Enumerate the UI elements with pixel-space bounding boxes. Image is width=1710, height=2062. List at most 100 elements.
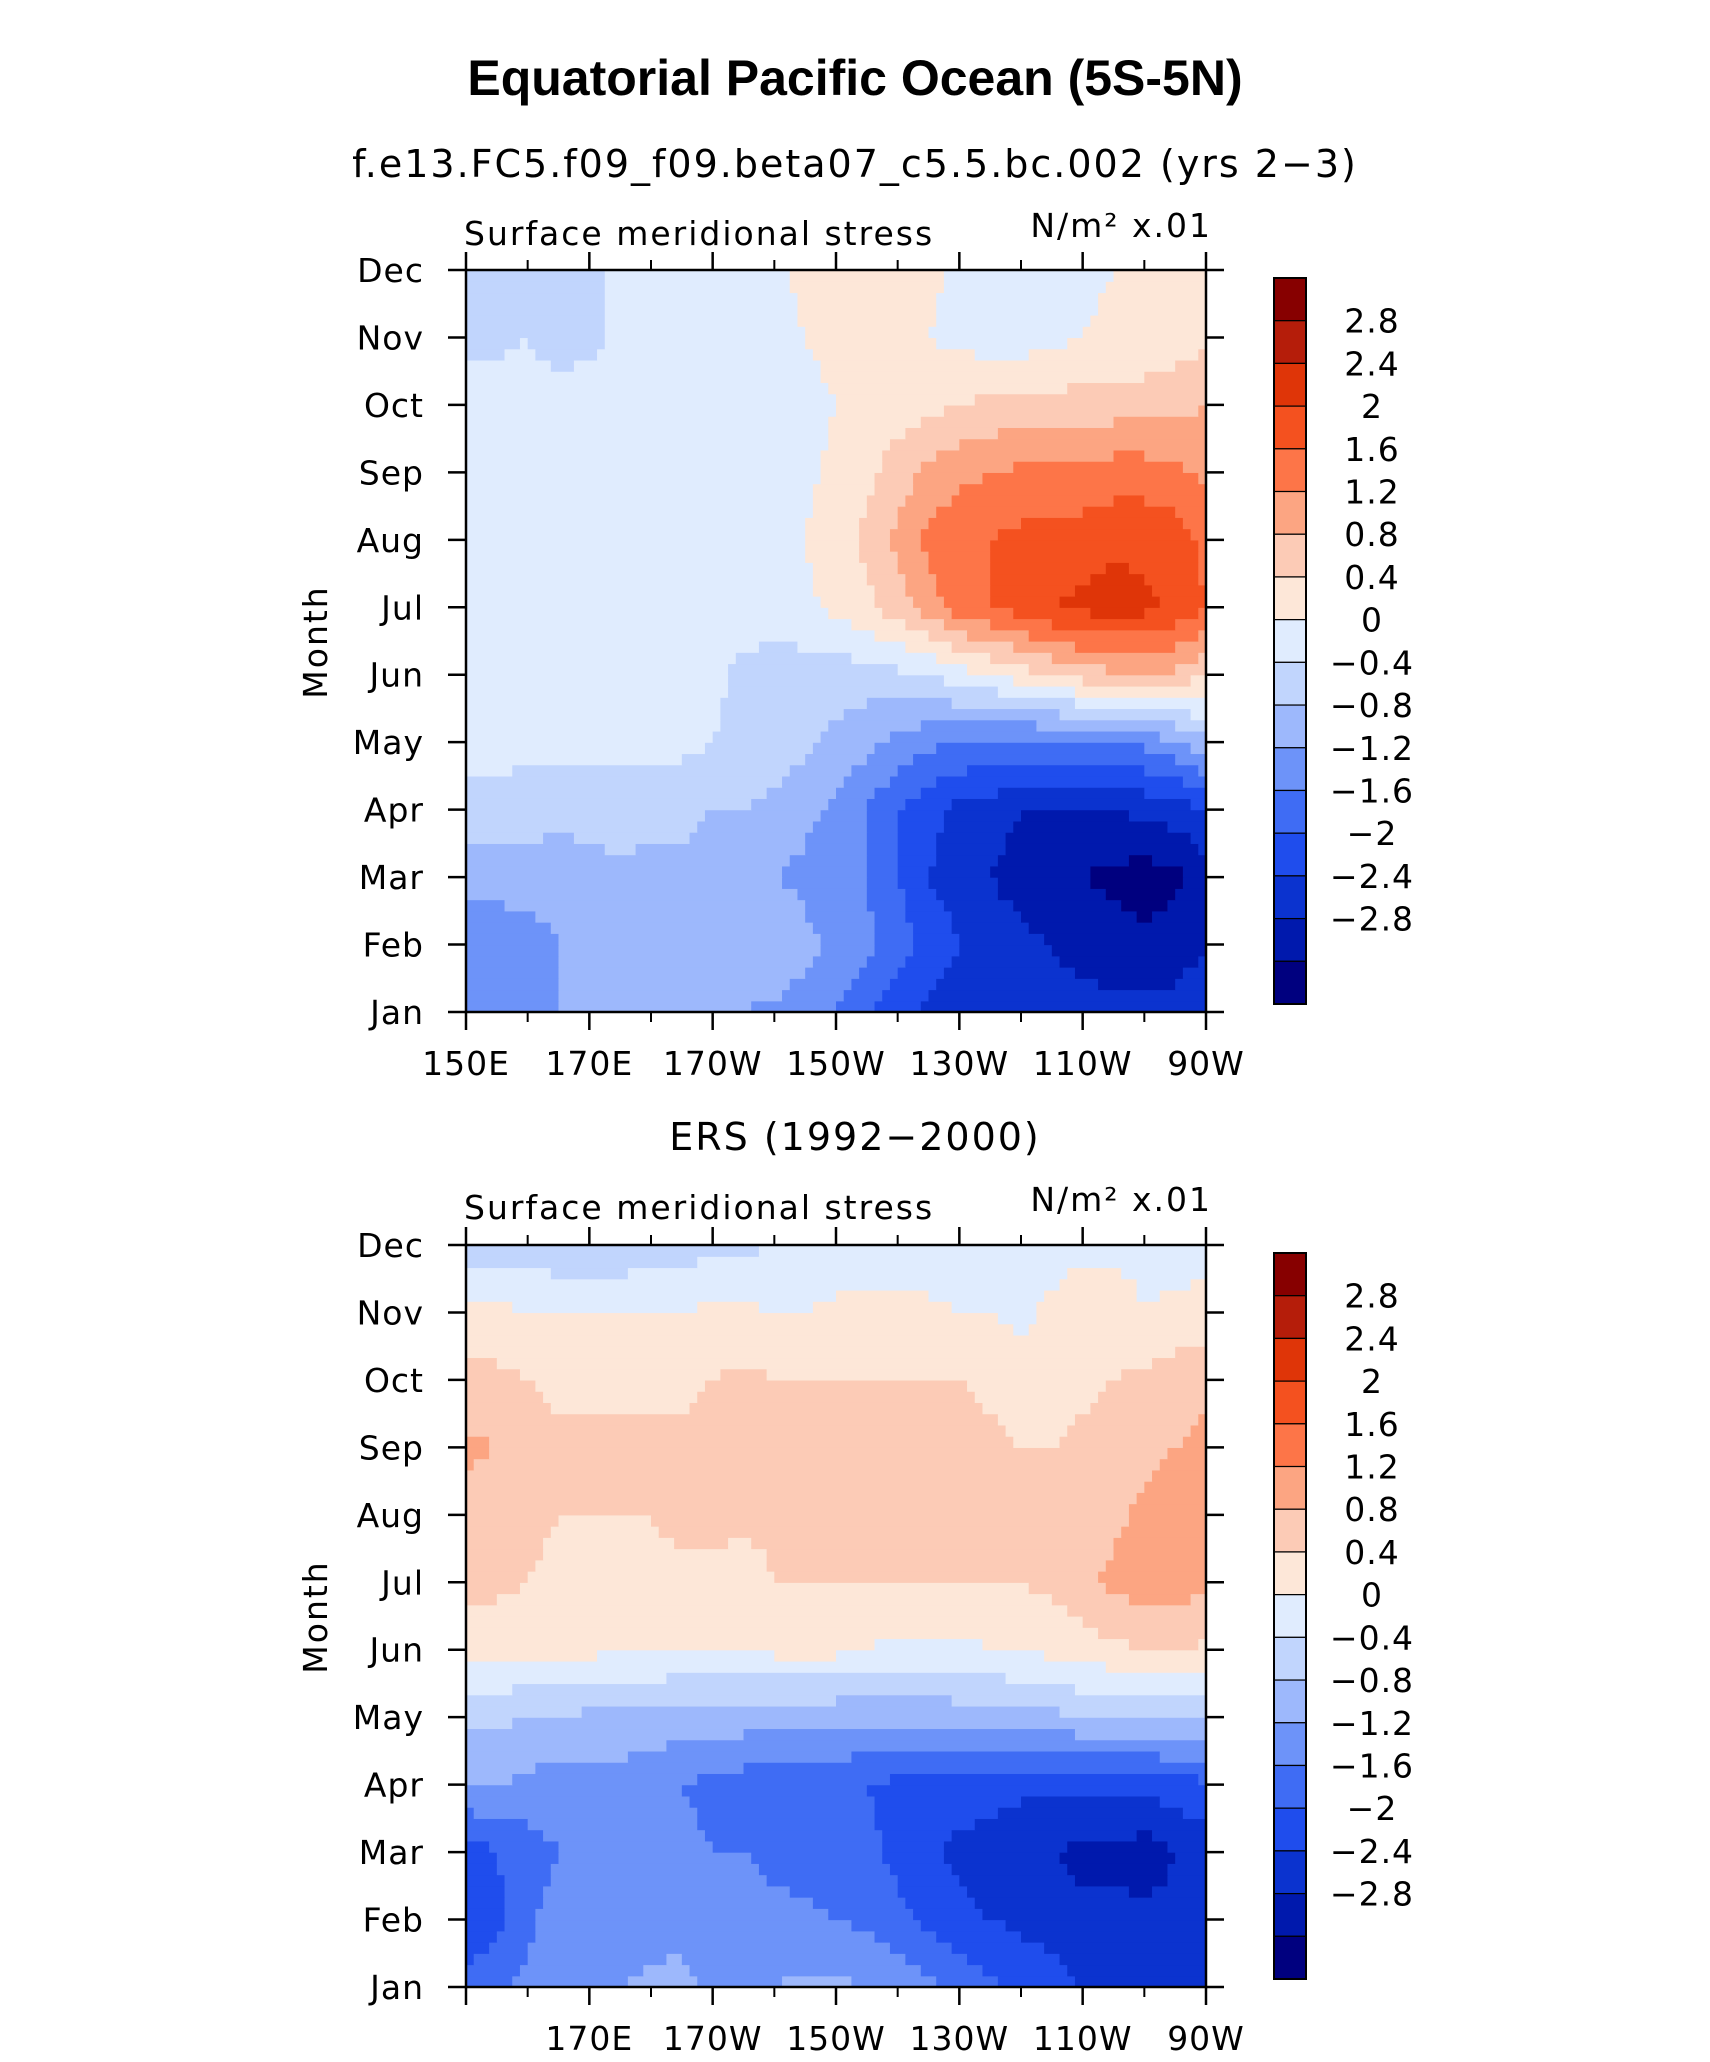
colorbar-label: 2	[1361, 1362, 1383, 1401]
contour-cell	[866, 1784, 1207, 1797]
contour-cell	[882, 1852, 945, 1864]
contour-cell	[1074, 584, 1153, 597]
contour-cell	[905, 618, 945, 631]
contour-cell	[828, 607, 883, 620]
contour-cell	[1190, 1424, 1207, 1437]
contour-cell	[466, 1346, 1176, 1359]
contour-cell	[836, 1694, 953, 1707]
contour-cell	[936, 303, 1099, 316]
contour-cell	[466, 416, 829, 428]
contour-cell	[728, 685, 999, 698]
contour-cell	[1005, 832, 1192, 844]
contour-cell	[466, 528, 806, 541]
contour-cell	[466, 506, 814, 518]
contour-cell	[882, 461, 922, 473]
contour-cell	[859, 551, 899, 563]
contour-cell	[1013, 641, 1076, 653]
colorbar-label: 2.8	[1344, 1277, 1399, 1316]
contour-cell	[1113, 494, 1145, 507]
contour-cell	[797, 292, 937, 305]
contour-cell	[1021, 910, 1138, 923]
contour-cell	[697, 1818, 876, 1831]
contour-cell	[543, 832, 575, 844]
contour-cell	[1167, 820, 1207, 833]
contour-cell	[1021, 809, 1130, 822]
y-tick-label: May	[353, 1698, 424, 1737]
contour-cell	[1021, 1795, 1161, 1808]
contour-cell	[889, 978, 937, 991]
colorbar-box	[1273, 448, 1307, 493]
contour-cell	[920, 461, 1014, 473]
contour-cell	[1159, 596, 1207, 608]
contour-cell	[1121, 899, 1169, 912]
contour-cell	[866, 843, 899, 856]
contour-cell	[504, 899, 806, 912]
contour-cell	[535, 1762, 745, 1774]
contour-cell	[1074, 697, 1207, 710]
contour-cell	[943, 596, 991, 608]
contour-cell	[812, 820, 868, 833]
contour-cell	[874, 1807, 999, 1819]
contour-cell	[1182, 1436, 1207, 1448]
contour-cell	[866, 865, 899, 878]
contour-cell	[466, 685, 729, 698]
contour-cell	[604, 292, 799, 305]
y-tick-label: Apr	[364, 1766, 424, 1805]
contour-cell	[897, 506, 937, 518]
contour-cell	[751, 1537, 1115, 1550]
contour-cell	[1059, 1278, 1138, 1291]
contour-cell	[1136, 1289, 1161, 1302]
colorbar-box	[1273, 747, 1307, 792]
contour-cell	[874, 629, 930, 642]
contour-cell	[651, 1514, 1130, 1527]
contour-cell	[1175, 719, 1207, 732]
contour-cell	[913, 1908, 984, 1921]
colorbar-box	[1273, 362, 1307, 407]
contour-cell	[466, 708, 721, 721]
y-tick-label: Sep	[359, 1428, 424, 1467]
contour-cell	[1005, 1424, 1068, 1437]
colorbar-label: 0.8	[1344, 1490, 1399, 1529]
x-tick-label: 150E	[422, 1044, 510, 1083]
contour-cell	[1028, 1582, 1107, 1595]
contour-cell	[889, 1942, 953, 1954]
contour-cell	[797, 303, 937, 316]
contour-cell	[1198, 348, 1207, 361]
contour-cell	[951, 1942, 1045, 1954]
contour-cell	[782, 989, 845, 1002]
contour-cell	[550, 922, 814, 934]
contour-cell	[558, 989, 783, 1002]
contour-cell	[812, 742, 876, 755]
contour-cell	[466, 1897, 506, 1909]
contour-cell	[928, 629, 968, 642]
contour-cell	[496, 1863, 552, 1876]
contour-cell	[1190, 798, 1207, 811]
contour-cell	[1128, 809, 1207, 822]
contour-cell	[1005, 1919, 1207, 1932]
colorbar-label: 1.2	[1344, 1448, 1399, 1487]
contour-cell	[1190, 708, 1207, 721]
contour-cell	[512, 1683, 1076, 1696]
contour-cell	[527, 1571, 775, 1583]
contour-cell	[1167, 1863, 1207, 1876]
contour-cell	[751, 1852, 883, 1864]
contour-cell	[897, 820, 945, 833]
contour-cell	[466, 1278, 1061, 1291]
contour-cell	[466, 539, 806, 552]
contour-cell	[1182, 877, 1207, 889]
contour-cell	[797, 314, 937, 327]
contour-cell	[920, 416, 1115, 428]
contour-cell	[1182, 517, 1207, 530]
contour-cell	[936, 652, 991, 665]
contour-cell	[758, 1245, 1207, 1257]
contour-cell	[466, 787, 768, 799]
colorbar-box	[1273, 1892, 1307, 1937]
colorbar-label: −2	[1347, 1789, 1398, 1828]
contour-cell	[990, 539, 1199, 552]
y-tick-label: Jun	[367, 656, 424, 695]
y-tick-label: Nov	[357, 318, 424, 357]
colorbar-label: 0.4	[1344, 1533, 1399, 1572]
contour-cell	[466, 1942, 490, 1954]
contour-cell	[643, 1964, 691, 1977]
contour-cell	[1159, 1458, 1207, 1471]
